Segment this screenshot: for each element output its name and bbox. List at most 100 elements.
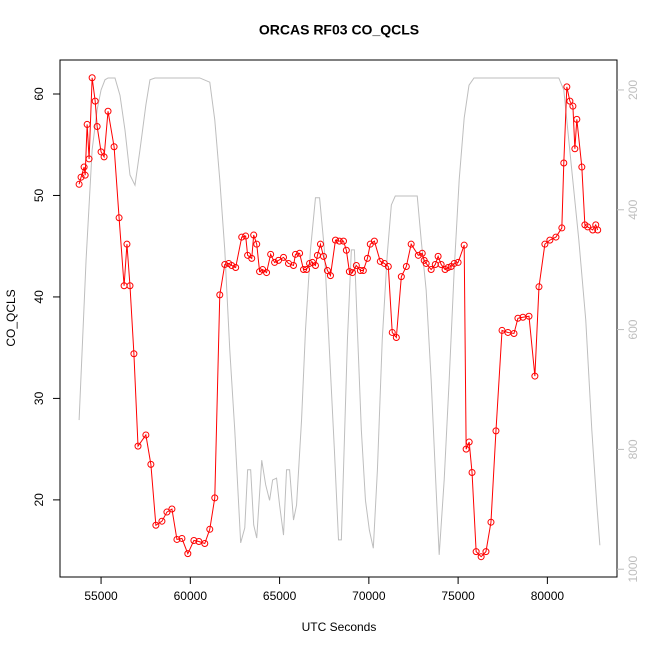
data-point	[569, 102, 577, 110]
data-point	[275, 256, 283, 264]
data-point	[402, 262, 410, 270]
data-point	[560, 159, 568, 167]
data-point	[168, 505, 176, 513]
data-point	[563, 83, 571, 91]
data-point	[123, 240, 131, 248]
data-point	[100, 153, 108, 161]
data-point	[454, 258, 462, 266]
data-point	[110, 143, 118, 151]
data-point	[348, 269, 356, 277]
data-point	[498, 326, 506, 334]
data-point	[126, 282, 134, 290]
data-point	[77, 173, 85, 181]
data-point	[514, 314, 522, 322]
data-point	[339, 237, 347, 245]
data-point	[450, 259, 458, 267]
data-point	[326, 272, 334, 280]
data-point	[427, 266, 435, 274]
data-point	[510, 329, 518, 337]
data-point	[80, 163, 88, 171]
data-point	[211, 494, 219, 502]
data-point	[492, 427, 500, 435]
data-point	[85, 155, 93, 163]
y2-tick-label: 600	[626, 319, 640, 339]
data-point	[97, 148, 105, 156]
data-point	[83, 120, 91, 128]
data-point	[392, 334, 400, 342]
x-axis-label: UTC Seconds	[302, 620, 377, 634]
data-point	[300, 266, 308, 274]
data-point	[573, 115, 581, 123]
data-point	[407, 240, 415, 248]
y-tick-label: 50	[32, 188, 46, 202]
data-point	[280, 253, 288, 261]
data-point	[584, 223, 592, 231]
y-tick-label: 40	[32, 290, 46, 304]
data-point	[356, 267, 364, 275]
data-point	[397, 273, 405, 281]
data-point	[201, 540, 209, 548]
data-point	[487, 518, 495, 526]
y-tick-label: 30	[32, 391, 46, 405]
data-point	[88, 74, 96, 82]
y2-tick-label: 800	[626, 439, 640, 459]
data-point	[384, 262, 392, 270]
data-point	[422, 259, 430, 267]
x-tick-label: 60000	[174, 589, 208, 603]
data-point	[589, 226, 597, 234]
y2-tick-label: 200	[626, 80, 640, 100]
data-point	[290, 261, 298, 269]
data-point	[316, 240, 324, 248]
data-point	[75, 180, 83, 188]
data-point	[291, 250, 299, 258]
data-point	[242, 232, 250, 240]
x-tick-label: 65000	[263, 589, 297, 603]
data-point	[531, 372, 539, 380]
data-point	[232, 264, 240, 272]
data-point	[468, 468, 476, 476]
data-point	[477, 553, 485, 561]
data-point	[323, 267, 331, 275]
data-point	[303, 266, 311, 274]
y2-tick-label: 400	[626, 199, 640, 219]
data-point	[578, 163, 586, 171]
y-tick-label: 20	[32, 493, 46, 507]
data-point	[221, 260, 229, 268]
data-point	[311, 261, 319, 269]
data-point	[253, 240, 261, 248]
data-point	[248, 254, 256, 262]
data-point	[460, 241, 468, 249]
x-tick-label: 80000	[531, 589, 565, 603]
data-point	[91, 97, 99, 105]
data-point	[178, 534, 186, 542]
data-point	[216, 291, 224, 299]
data-point	[331, 236, 339, 244]
data-point	[263, 269, 271, 277]
data-point	[541, 240, 549, 248]
data-point	[163, 508, 171, 516]
y-tick-label: 60	[32, 87, 46, 101]
data-point	[437, 260, 445, 268]
data-point	[152, 521, 160, 529]
data-point	[335, 237, 343, 245]
data-point	[482, 548, 490, 556]
series-line	[78, 77, 599, 558]
data-point	[320, 252, 328, 260]
series-line	[78, 77, 601, 555]
data-point	[594, 226, 602, 234]
data-point	[81, 171, 89, 179]
x-tick-label: 70000	[352, 589, 386, 603]
x-tick-label: 75000	[441, 589, 475, 603]
data-point	[158, 517, 166, 525]
data-point	[134, 442, 142, 450]
data-point	[434, 252, 442, 260]
chart-title: ORCAS RF03 CO_QCLS	[259, 22, 419, 38]
data-point	[250, 231, 258, 239]
data-point	[546, 236, 554, 244]
data-point	[173, 535, 181, 543]
data-point	[238, 233, 246, 241]
data-point	[352, 261, 360, 269]
y2-tick-label: 1000	[626, 556, 640, 583]
